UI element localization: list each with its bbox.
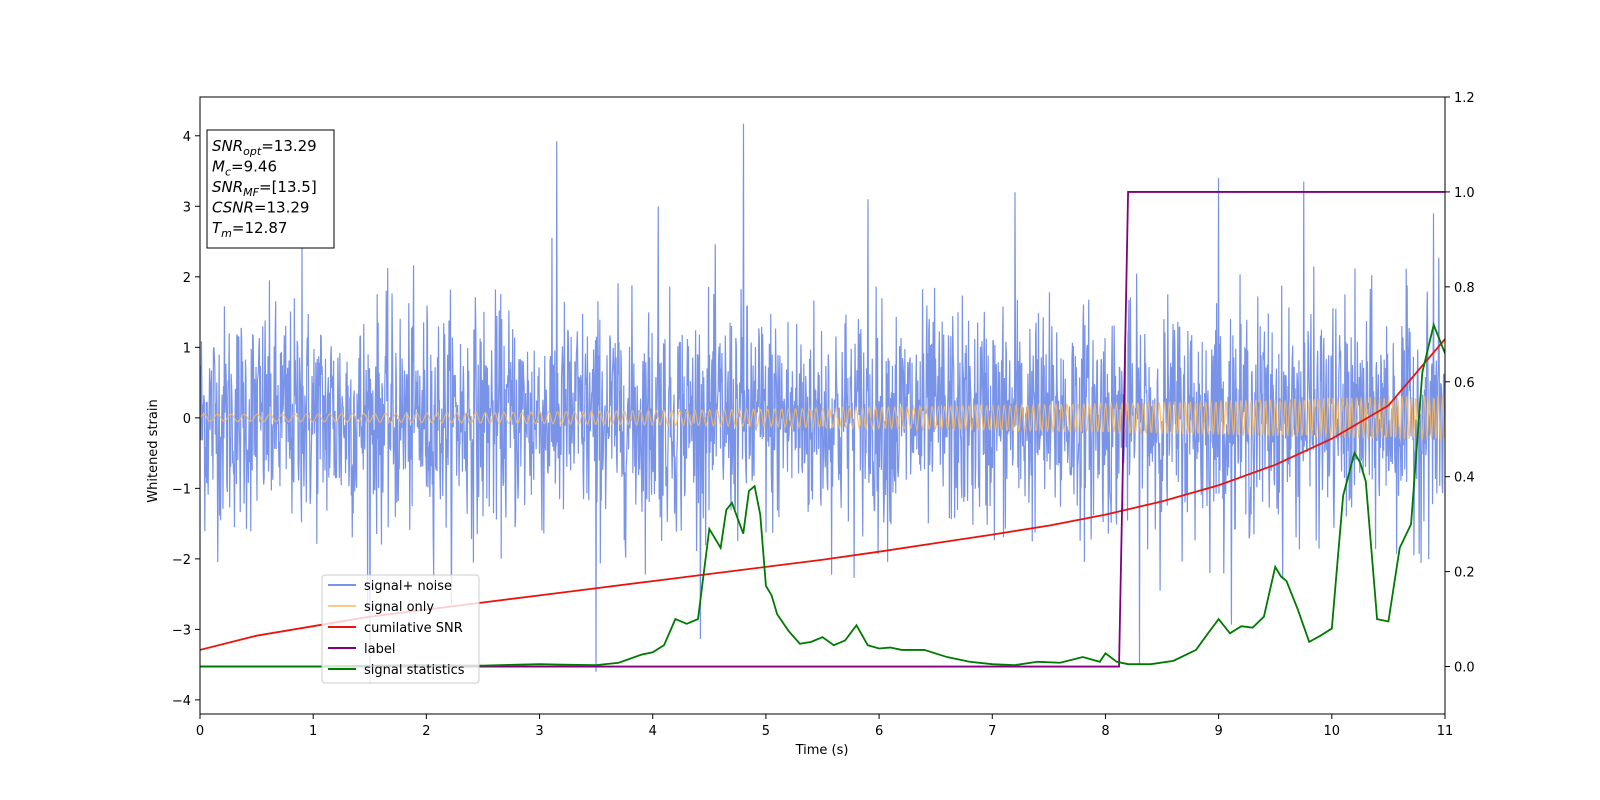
x-tick-label: 11 [1437, 724, 1454, 739]
y-right-tick-label: 0.6 [1454, 376, 1475, 391]
x-tick-label: 7 [988, 724, 996, 739]
y-left-tick-label: −2 [172, 553, 191, 568]
series-label-line [200, 191, 1445, 668]
y-left-tick-label: 1 [183, 341, 191, 356]
y-left-tick-label: 0 [183, 412, 191, 427]
y-left-tick-label: −1 [172, 482, 191, 497]
legend-entry-label: signal only [364, 600, 434, 615]
x-axis-label: Time (s) [795, 743, 849, 758]
y-left-tick-label: 4 [183, 130, 191, 145]
y-right-tick-label: 0.2 [1454, 566, 1475, 581]
x-tick-label: 2 [422, 724, 430, 739]
legend-entry-label: signal+ noise [364, 579, 452, 594]
stats-box-frame [206, 129, 335, 249]
stats-line: CSNR=13.29 [212, 199, 309, 217]
y-right-tick-label: 0.8 [1454, 281, 1475, 296]
y-right-tick-label: 1.2 [1454, 91, 1475, 106]
legend-frame [321, 574, 480, 684]
y-right-tick-label: 0.4 [1454, 471, 1475, 486]
legend: signal+ noise signal only cumilative SNR la… [321, 574, 480, 684]
x-tick-label: 5 [762, 724, 770, 739]
y-left-tick-label: −4 [172, 694, 191, 709]
x-tick-label: 4 [649, 724, 657, 739]
series-signal-only-line [200, 395, 1445, 441]
x-tick-label: 6 [875, 724, 883, 739]
stats-line: Mc=9.46 [212, 158, 277, 179]
x-tick-label: 9 [1214, 724, 1222, 739]
x-tick-label: 8 [1101, 724, 1109, 739]
x-tick-label: 0 [196, 724, 204, 739]
x-tick-label: 1 [309, 724, 317, 739]
series-signal-statistics-line [200, 321, 1445, 668]
x-tick-label: 3 [535, 724, 543, 739]
plot-frame [199, 96, 1446, 715]
stats-line: SNRopt=13.29 [212, 137, 317, 158]
y-left-tick-label: 3 [183, 200, 191, 215]
y-left-tick-label: 2 [183, 271, 191, 286]
y-left-tick-label: −3 [172, 623, 191, 638]
y-axis-label: Whitened strain [146, 399, 161, 502]
y-right-tick-label: 0.0 [1454, 661, 1475, 676]
stats-annotation-box: SNRopt=13.29Mc=9.46SNRMF=[13.5]CSNR=13.2… [206, 129, 335, 249]
axes: 0 1 2 3 4 5 6 7 8 9 10 11 −4 −3 −2 −1 0 1 2 3 4 0.0 0.2 0.4 0.6 0… [172, 91, 1475, 739]
series-signal-noise-line [200, 123, 1445, 684]
y-right-tick-label: 1.0 [1454, 186, 1475, 201]
x-tick-label: 10 [1324, 724, 1341, 739]
stats-line: SNRMF=[13.5] [212, 178, 317, 199]
legend-entry-label: cumilative SNR [364, 621, 463, 636]
legend-entry-label: label [364, 642, 395, 657]
legend-entry-label: signal statistics [364, 663, 465, 678]
stats-line: Tm=12.87 [212, 219, 287, 240]
